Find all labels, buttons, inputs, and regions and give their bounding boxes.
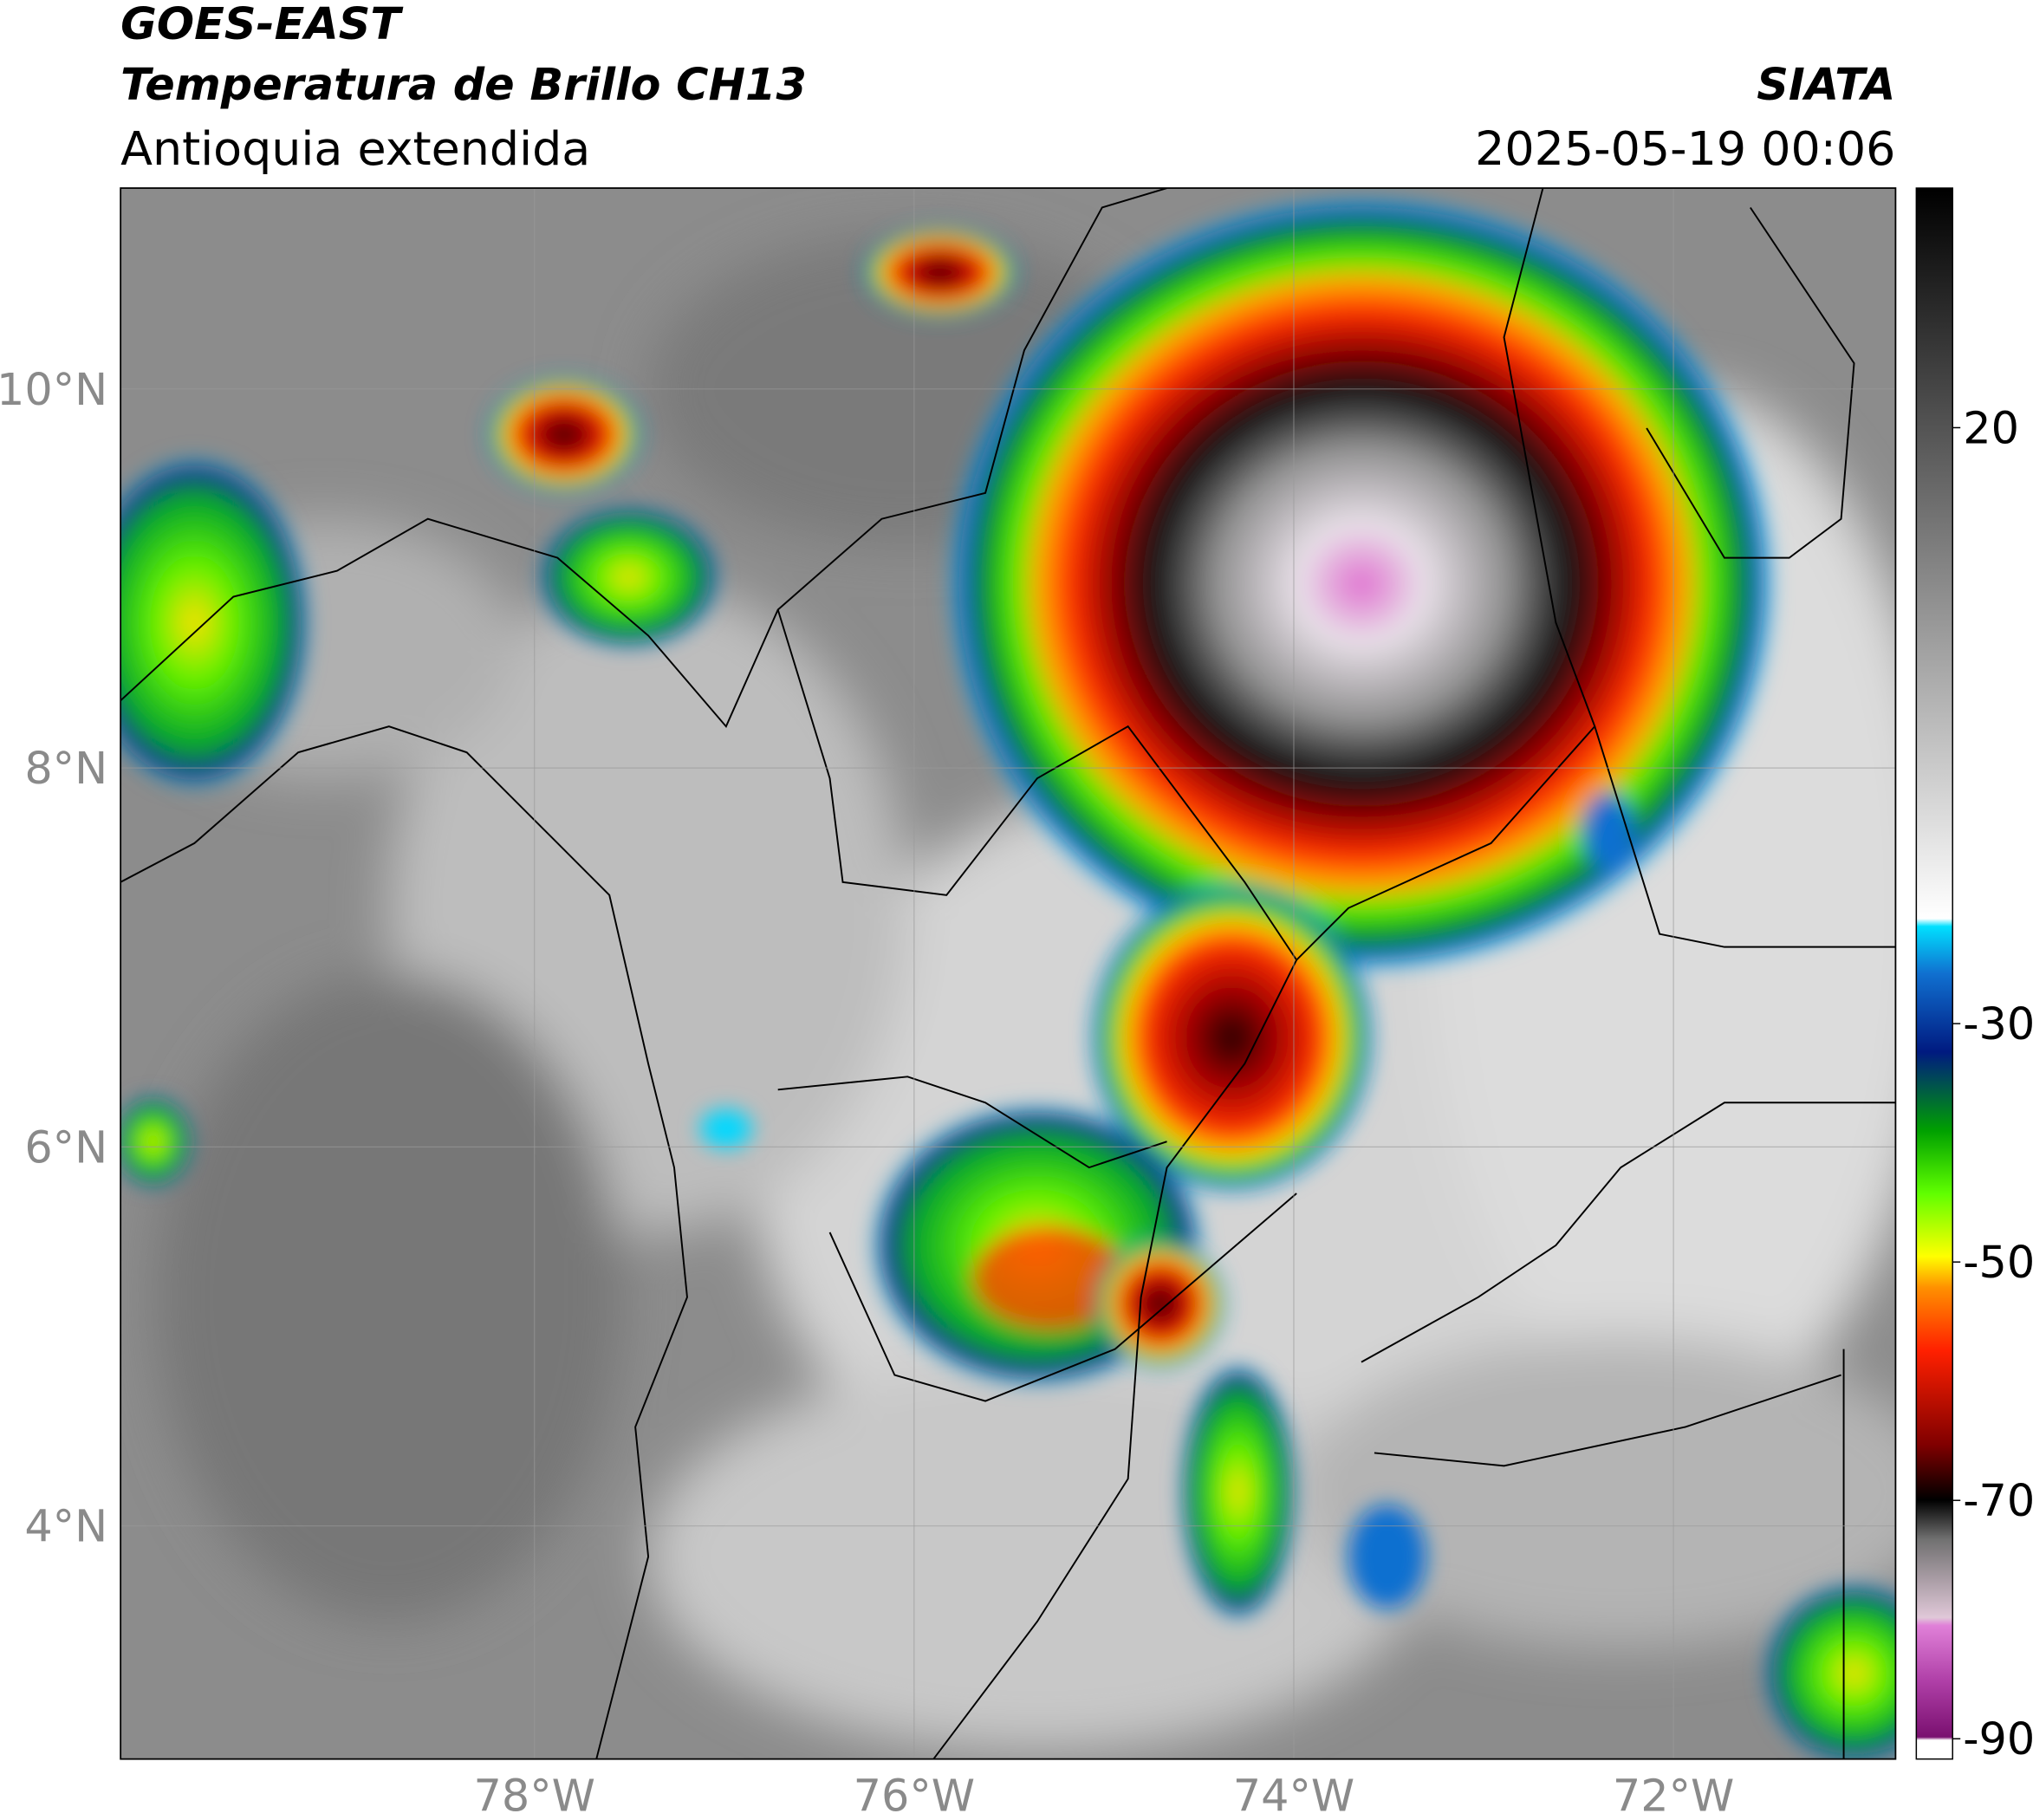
lat-tick-label: 6°N: [24, 1121, 107, 1173]
colorbar-tick-label: -90: [1963, 1713, 2033, 1765]
datetime: 2025-05-19 00:06: [1475, 121, 1895, 176]
lat-tick-label: 4°N: [24, 1501, 107, 1552]
lon-tick-label: 74°W: [1233, 1771, 1354, 1820]
borders: [120, 188, 1896, 1759]
satellite: GOES-EAST: [120, 0, 404, 49]
lat-tick-label: 8°N: [24, 743, 107, 794]
lat-tick-label: 10°N: [0, 364, 107, 415]
product: Temperatura de Brillo CH13: [120, 59, 807, 110]
lon-tick-label: 72°W: [1613, 1771, 1734, 1820]
lon-tick-label: 76°W: [854, 1771, 975, 1820]
map-frame: [120, 187, 1897, 1760]
agency: SIATA: [1757, 59, 1895, 110]
lon-tick-label: 78°W: [473, 1771, 594, 1820]
colorbar-tick-label: -30: [1963, 998, 2033, 1050]
colorbar: [1915, 187, 1953, 1760]
colorbar-tick-label: -50: [1963, 1237, 2033, 1288]
colorbar-tick-label: -70: [1963, 1475, 2033, 1526]
colorbar-tick-label: 20: [1963, 402, 2019, 453]
satellite-image: [120, 188, 1896, 1759]
region: Antioquia extendida: [120, 121, 590, 176]
grid: [120, 188, 1896, 1759]
